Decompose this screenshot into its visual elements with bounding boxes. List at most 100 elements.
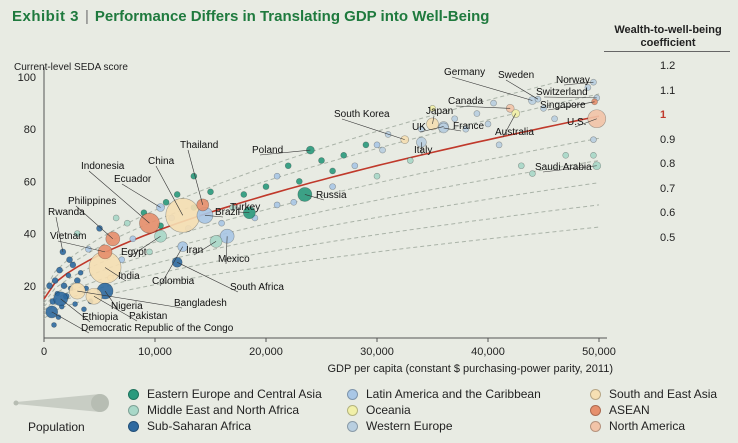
data-point bbox=[81, 306, 87, 313]
country-leader-line bbox=[341, 118, 405, 140]
legend-item: Oceania bbox=[347, 403, 411, 417]
x-tick-label: 10,000 bbox=[138, 346, 172, 358]
coefficient-header-line2: coefficient bbox=[640, 37, 696, 49]
trend-curve bbox=[43, 115, 600, 300]
y-tick-label: 60 bbox=[24, 176, 36, 188]
data-point bbox=[318, 157, 325, 164]
country-label: Canada bbox=[448, 96, 483, 107]
coefficient-header-rule bbox=[604, 51, 730, 52]
country-leader-line bbox=[204, 215, 224, 218]
data-point bbox=[60, 282, 68, 290]
country-leader-line bbox=[104, 267, 127, 282]
data-point bbox=[74, 230, 81, 237]
data-point bbox=[490, 99, 497, 107]
country-leader-line bbox=[57, 240, 106, 253]
data-point bbox=[129, 235, 137, 243]
country-label: Rwanda bbox=[48, 207, 85, 218]
title-separator: | bbox=[85, 8, 89, 25]
data-point bbox=[162, 198, 170, 206]
data-point bbox=[590, 152, 597, 159]
data-point bbox=[429, 105, 436, 112]
data-point bbox=[379, 146, 386, 154]
country-label: Nigeria bbox=[111, 301, 143, 312]
data-point bbox=[112, 214, 120, 222]
data-point bbox=[229, 204, 236, 211]
data-point bbox=[406, 157, 414, 164]
legend-label: South and East Asia bbox=[609, 387, 718, 401]
country-label: Ecuador bbox=[114, 174, 152, 185]
country-leader-line bbox=[55, 216, 64, 252]
coefficient-guide-curve bbox=[43, 226, 600, 319]
data-point bbox=[72, 301, 78, 307]
population-size-icon bbox=[13, 394, 109, 412]
country-label: Colombia bbox=[152, 276, 195, 287]
data-point bbox=[273, 172, 281, 180]
country-leader-line bbox=[451, 76, 533, 101]
coefficient-value: 0.8 bbox=[660, 158, 676, 170]
data-point bbox=[462, 125, 470, 133]
data-point bbox=[473, 110, 481, 117]
y-tick-label: 40 bbox=[24, 229, 36, 241]
y-tick-label: 20 bbox=[24, 281, 36, 293]
country-leader-line bbox=[75, 205, 114, 240]
country-leader-line bbox=[193, 241, 217, 256]
y-tick-label: 80 bbox=[24, 124, 36, 136]
legend-item: Western Europe bbox=[347, 419, 453, 433]
x-tick-label: 30,000 bbox=[360, 346, 394, 358]
country-label: Japan bbox=[426, 106, 453, 117]
legend-swatch bbox=[347, 404, 358, 416]
country-label: Australia bbox=[495, 127, 534, 138]
data-point bbox=[562, 152, 570, 159]
country-label: U.S. bbox=[567, 117, 586, 128]
country-label: Turkey bbox=[230, 202, 260, 213]
legend-swatch bbox=[347, 388, 358, 400]
legend-swatch bbox=[590, 388, 601, 400]
legend-swatch bbox=[128, 404, 139, 416]
legend-item: North America bbox=[590, 419, 685, 433]
country-label: Iran bbox=[186, 245, 203, 256]
data-point bbox=[240, 191, 248, 198]
data-point bbox=[56, 266, 63, 274]
legend-label: Sub-Saharan Africa bbox=[147, 419, 252, 433]
legend-item: Sub-Saharan Africa bbox=[128, 419, 251, 433]
country-leader-line bbox=[574, 118, 597, 128]
coefficient-header-line1: Wealth-to-well-being bbox=[614, 24, 722, 36]
country-label: India bbox=[118, 271, 140, 282]
country-point bbox=[438, 122, 449, 134]
data-point bbox=[529, 170, 536, 177]
coefficient-guide-curve bbox=[43, 160, 600, 308]
country-label: South Africa bbox=[230, 282, 284, 293]
country-label: Democratic Republic of the Congo bbox=[81, 323, 234, 334]
data-point bbox=[96, 225, 103, 232]
country-label: Vietnam bbox=[50, 231, 87, 242]
country-label: Thailand bbox=[180, 140, 218, 151]
data-point bbox=[540, 105, 547, 112]
country-leader-line bbox=[121, 183, 161, 208]
country-leader-line bbox=[104, 290, 120, 312]
data-point bbox=[46, 282, 53, 290]
data-point bbox=[351, 162, 359, 170]
data-point bbox=[590, 136, 597, 143]
country-leader-line bbox=[259, 149, 311, 156]
coefficient-guide-curve bbox=[43, 76, 577, 292]
country-leader-line bbox=[177, 262, 239, 293]
legend-swatch bbox=[347, 420, 358, 432]
data-point bbox=[85, 245, 92, 253]
data-point bbox=[290, 198, 298, 206]
country-leader-line bbox=[155, 165, 184, 216]
coefficient-value: 0.5 bbox=[660, 231, 676, 244]
data-point bbox=[484, 120, 492, 128]
data-point bbox=[584, 84, 592, 91]
data-point bbox=[451, 115, 459, 123]
country-label: Egypt bbox=[121, 247, 147, 258]
country-label: Brazil bbox=[215, 207, 240, 218]
country-label: Germany bbox=[444, 67, 485, 78]
country-leader-line bbox=[93, 295, 138, 322]
data-point bbox=[51, 277, 59, 284]
data-point bbox=[207, 188, 214, 196]
country-label: UK bbox=[412, 122, 426, 133]
legend: Population Eastern Europe and Central As… bbox=[0, 382, 738, 443]
data-point bbox=[551, 115, 558, 123]
coefficient-value: 1.2 bbox=[660, 60, 676, 72]
legend-label: Middle East and North Africa bbox=[147, 403, 300, 417]
